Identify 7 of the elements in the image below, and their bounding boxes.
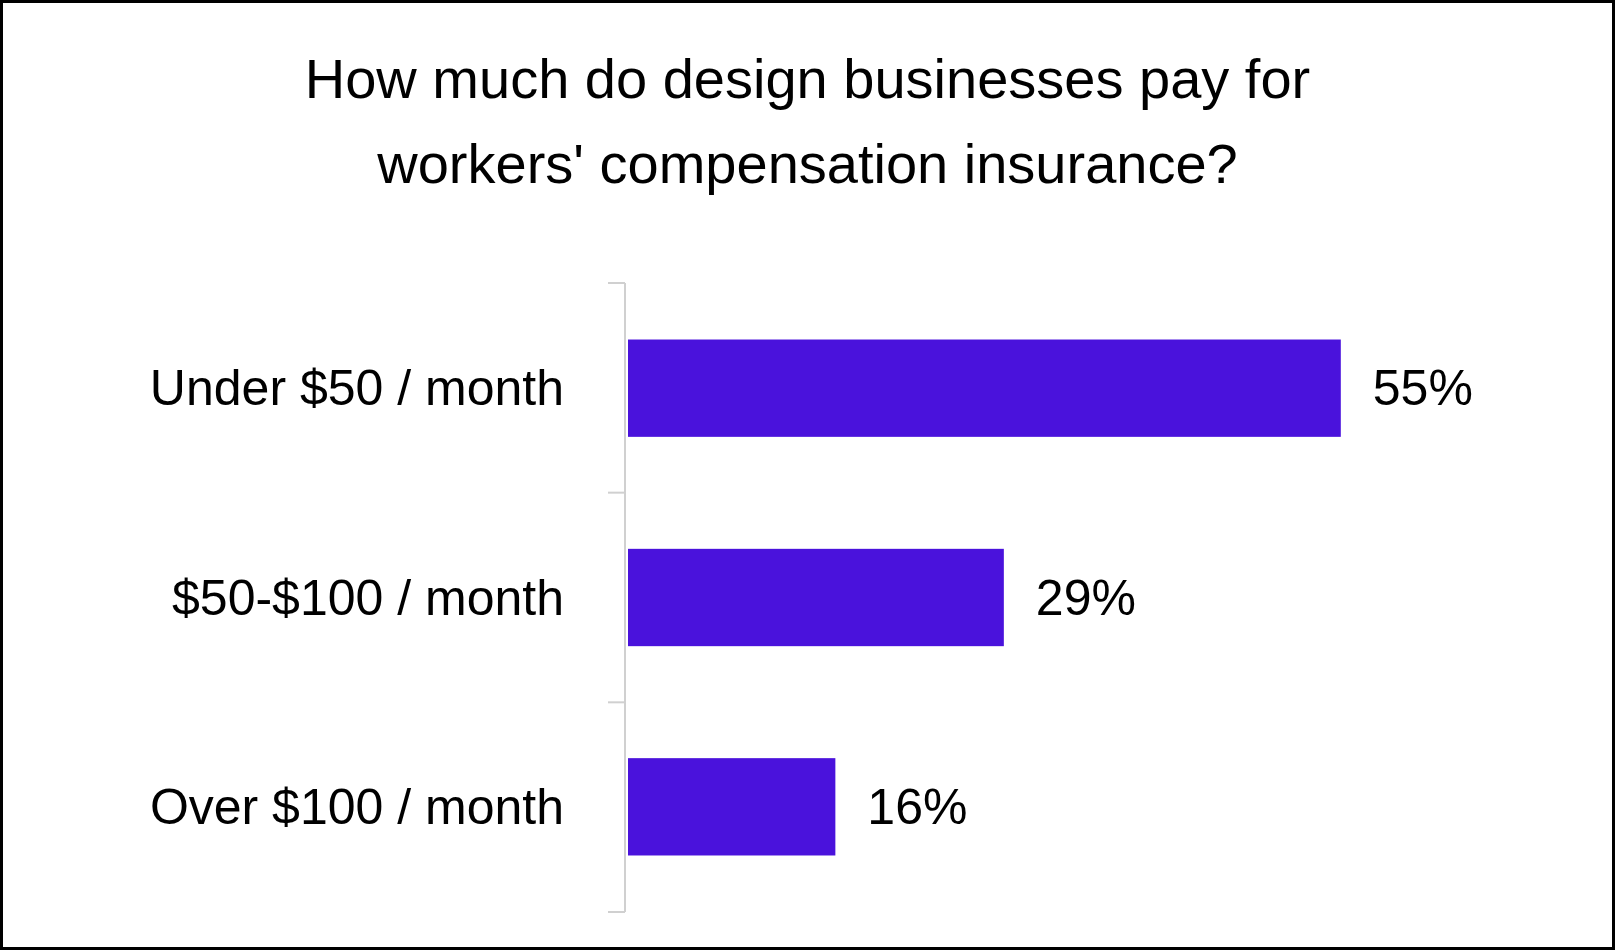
chart-title: How much do design businesses pay for workers' compensation insurance?	[304, 47, 1311, 195]
y-tick-label: $50-$100 / month	[172, 569, 564, 626]
y-tick-label: Under $50 / month	[149, 360, 564, 417]
data-label: 29%	[1035, 569, 1136, 626]
data-label: 55%	[1372, 360, 1473, 417]
data-label: 16%	[867, 778, 968, 835]
y-tick-label: Over $100 / month	[149, 778, 564, 835]
